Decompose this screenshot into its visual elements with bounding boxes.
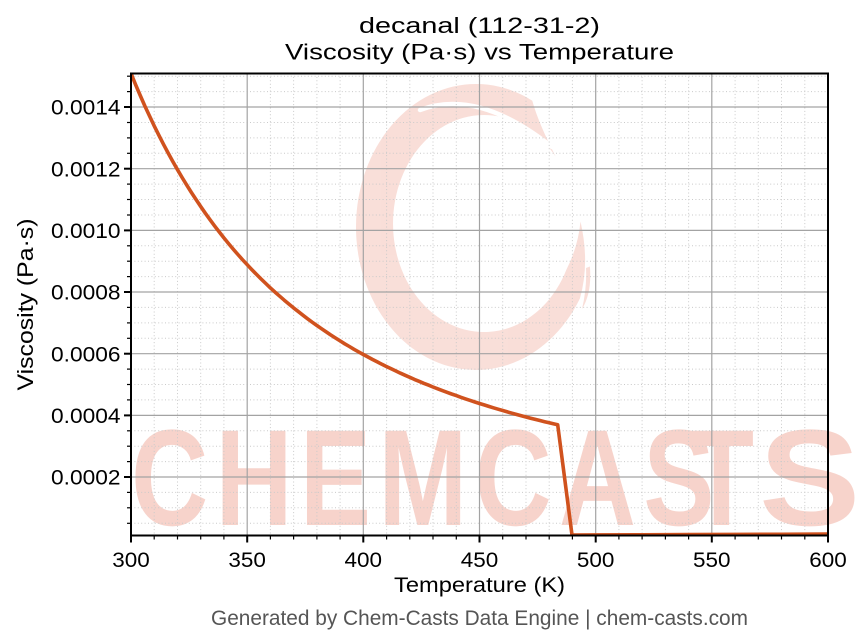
svg-text:Generated by Chem-Casts Data E: Generated by Chem-Casts Data Engine | ch… — [211, 607, 748, 630]
svg-text:0.0010: 0.0010 — [51, 219, 121, 243]
svg-text:0.0002: 0.0002 — [51, 466, 121, 490]
svg-text:0.0004: 0.0004 — [51, 404, 121, 428]
svg-text:450: 450 — [461, 548, 499, 572]
svg-text:500: 500 — [577, 548, 615, 572]
svg-text:550: 550 — [693, 548, 731, 572]
svg-text:600: 600 — [809, 548, 847, 572]
svg-text:0.0014: 0.0014 — [51, 96, 121, 120]
svg-text:decanal (112-31-2): decanal (112-31-2) — [359, 13, 600, 38]
svg-text:T: T — [689, 402, 754, 555]
svg-text:0.0012: 0.0012 — [51, 157, 121, 181]
svg-text:Temperature (K): Temperature (K) — [394, 574, 565, 597]
svg-text:300: 300 — [112, 548, 150, 572]
svg-text:400: 400 — [345, 548, 383, 572]
svg-text:Viscosity (Pa·s): Viscosity (Pa·s) — [13, 219, 38, 391]
svg-text:0.0008: 0.0008 — [51, 281, 121, 305]
svg-text:0.0006: 0.0006 — [51, 342, 121, 366]
svg-text:S: S — [759, 402, 860, 555]
svg-text:CHEMCAS: CHEMCAS — [131, 402, 714, 555]
svg-text:Viscosity (Pa·s) vs Temperatur: Viscosity (Pa·s) vs Temperature — [285, 40, 674, 65]
svg-text:350: 350 — [228, 548, 266, 572]
